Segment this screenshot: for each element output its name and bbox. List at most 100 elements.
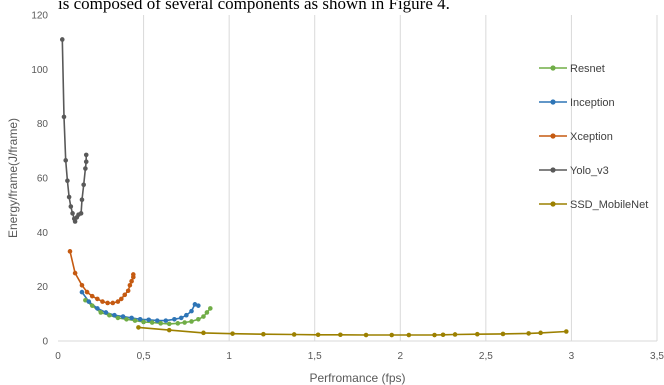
data-point-resnet [132, 318, 138, 323]
data-point-xception [119, 296, 124, 302]
legend-swatch-marker [550, 201, 556, 207]
data-point-resnet [107, 312, 112, 318]
data-point-ssd_mobilenet [338, 332, 343, 338]
data-point-resnet [149, 320, 155, 325]
data-point-ssd_mobilenet [526, 331, 531, 336]
data-point-resnet [182, 320, 187, 325]
data-point-ssd_mobilenet [201, 330, 206, 336]
data-point-xception [115, 299, 121, 304]
data-point-yolo_v3 [83, 159, 89, 164]
data-point-inception [189, 308, 194, 314]
data-point-resnet [189, 319, 194, 324]
data-point-ssd_mobilenet [363, 332, 369, 338]
y-tick-label: 60 [37, 174, 49, 185]
legend-swatch-marker [550, 167, 556, 173]
x-tick-label: 0 [55, 351, 61, 362]
data-point-inception [103, 310, 109, 315]
legend-label: SSD_MobileNet [570, 199, 648, 211]
data-point-xception [67, 249, 73, 254]
legend-entry-xception: Xception [539, 131, 613, 143]
data-point-resnet [166, 321, 172, 327]
data-point-ssd_mobilenet [230, 331, 235, 336]
legend-label: Yolo_v3 [570, 165, 609, 177]
data-point-inception [172, 316, 177, 322]
data-point-resnet [175, 321, 181, 326]
data-point-ssd_mobilenet [389, 332, 395, 338]
data-point-inception [95, 306, 100, 311]
data-point-xception [129, 278, 134, 284]
data-point-inception [120, 314, 126, 319]
data-point-xception [79, 283, 85, 288]
data-point-inception [196, 303, 201, 308]
data-point-ssd_mobilenet [315, 332, 321, 338]
data-point-xception [127, 283, 133, 288]
data-point-ssd_mobilenet [538, 330, 543, 336]
data-point-yolo_v3 [78, 211, 84, 216]
legend-label: Xception [570, 131, 613, 143]
data-point-inception [137, 316, 143, 322]
data-point-yolo_v3 [81, 182, 86, 188]
data-point-ssd_mobilenet [563, 329, 569, 334]
data-point-xception [84, 289, 90, 295]
data-point-xception [110, 300, 116, 306]
data-point-xception [89, 293, 95, 299]
data-point-ssd_mobilenet [136, 325, 141, 330]
x-tick-label: 3 [569, 351, 575, 362]
data-point-yolo_v3 [59, 37, 65, 42]
data-point-xception [95, 296, 100, 302]
legend-swatch-marker [550, 133, 556, 139]
data-point-yolo_v3 [83, 152, 89, 158]
data-point-ssd_mobilenet [261, 331, 266, 337]
data-point-inception [86, 299, 92, 304]
data-point-yolo_v3 [65, 178, 70, 184]
x-tick-label: 2,5 [479, 351, 493, 362]
legend-label: Resnet [570, 63, 605, 75]
y-tick-label: 120 [31, 11, 48, 22]
legend-swatch-marker [550, 65, 556, 71]
data-point-inception [146, 317, 152, 323]
caption-fragment-text: is composed of several components as sho… [58, 0, 450, 13]
data-point-inception [184, 312, 189, 318]
data-point-ssd_mobilenet [406, 332, 412, 338]
data-point-ssd_mobilenet [440, 332, 446, 338]
legend-entry-resnet: Resnet [539, 63, 605, 75]
data-point-ssd_mobilenet [500, 331, 506, 337]
gridlines [143, 15, 658, 341]
data-point-inception [163, 318, 169, 323]
x-axis-title: Perfromance (fps) [309, 371, 405, 385]
data-point-yolo_v3 [61, 114, 67, 120]
legend-swatch-marker [550, 99, 556, 105]
x-tick-label: 3,5 [650, 351, 664, 362]
data-point-ssd_mobilenet [166, 327, 172, 333]
data-point-ssd_mobilenet [432, 332, 437, 338]
y-tick-label: 0 [42, 337, 48, 348]
y-tick-labels: 0 20 40 60 80 100 120 [31, 11, 48, 348]
data-point-yolo_v3 [70, 211, 75, 216]
x-tick-label: 1 [226, 351, 232, 362]
data-point-inception [79, 289, 85, 295]
y-axis-title: Energy/frame(J/frame) [6, 118, 20, 238]
data-point-resnet [115, 315, 121, 321]
legend-entry-ssd_mobilenet: SSD_MobileNet [539, 199, 648, 211]
data-point-xception [72, 270, 78, 276]
data-point-ssd_mobilenet [291, 332, 297, 337]
data-point-xception [122, 292, 128, 298]
data-point-inception [112, 312, 117, 318]
data-point-xception [100, 299, 105, 304]
data-point-resnet [124, 316, 129, 322]
series-line-yolo_v3 [61, 39, 87, 224]
y-tick-label: 100 [31, 65, 48, 76]
data-point-yolo_v3 [68, 204, 74, 209]
data-point-xception [105, 300, 110, 306]
data-point-resnet [208, 306, 213, 311]
data-point-resnet [201, 314, 206, 319]
caption-fragment: is composed of several components as sho… [0, 0, 664, 14]
data-point-yolo_v3 [79, 197, 85, 203]
x-tick-labels: 0 0,5 1 1,5 2 2,5 3 3,5 [55, 351, 664, 362]
data-point-xception [125, 288, 131, 294]
data-point-yolo_v3 [63, 158, 69, 163]
series-points [59, 37, 569, 338]
data-point-inception [129, 315, 134, 321]
data-point-yolo_v3 [66, 194, 72, 200]
